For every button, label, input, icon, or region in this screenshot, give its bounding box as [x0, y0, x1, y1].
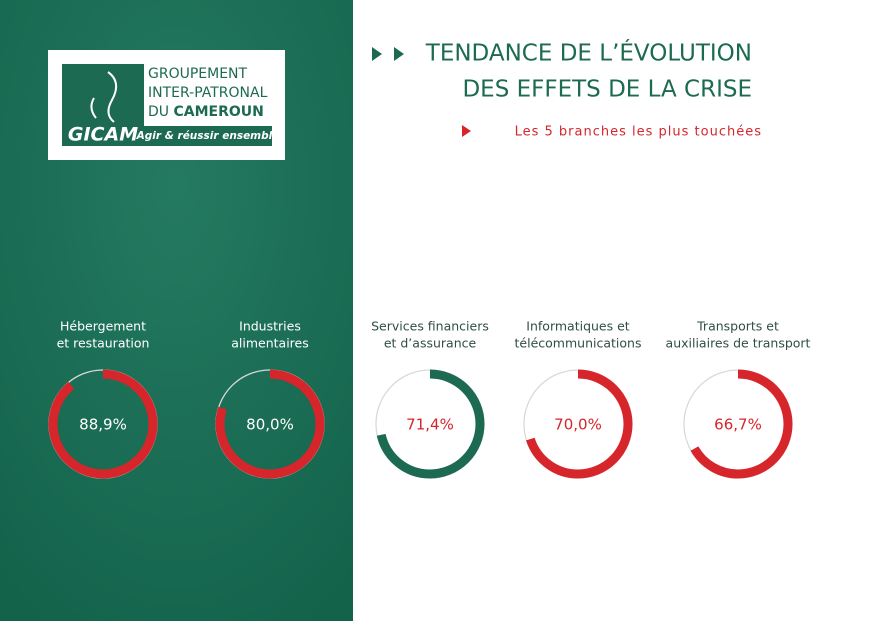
logo-slogan: Agir & réussir ensemble	[136, 130, 280, 142]
value-label: 70,0%	[554, 416, 602, 434]
logo-line: GROUPEMENT	[148, 66, 248, 82]
logo-bold: CAMEROUN	[173, 104, 263, 120]
value-label: 80,0%	[246, 416, 294, 434]
logo-mark	[62, 64, 144, 146]
title: TENDANCE DE L’ÉVOLUTION	[425, 39, 752, 67]
title-arrows	[372, 47, 404, 61]
chart-title: Transports et	[696, 319, 779, 334]
charts: Hébergement et restauration 88,9% Industrie…	[48, 319, 811, 479]
value-label: 88,9%	[79, 416, 127, 434]
chart-title: télécommunications	[515, 336, 642, 351]
chart-title: Hébergement	[60, 319, 146, 334]
value-label: 71,4%	[406, 416, 454, 434]
slogan-band	[144, 126, 272, 146]
logo-line: INTER-PATRONAL	[148, 85, 268, 101]
chart-title: Services financiers	[371, 319, 489, 334]
logo-figure	[90, 71, 118, 123]
ring-value	[523, 369, 633, 479]
ring-value	[48, 369, 158, 479]
chart-title: et d’assurance	[384, 336, 477, 351]
logo-name: GICAM	[68, 124, 138, 146]
logo-line: DU	[148, 104, 169, 120]
ring-value	[683, 369, 793, 479]
ring-value	[215, 369, 325, 479]
chart-title: Industries	[239, 319, 301, 334]
chart-title: Informatiques et	[526, 319, 630, 334]
chart-title: alimentaires	[231, 336, 309, 351]
title: DES EFFETS DE LA CRISE	[462, 77, 752, 103]
ring-value	[375, 369, 485, 479]
subtitle-arrow	[462, 125, 471, 137]
chart-title: auxiliaires de transport	[666, 336, 811, 351]
chart-title: et restauration	[57, 336, 150, 351]
subtitle: Les 5 branches les plus touchées	[515, 125, 762, 140]
value-label: 66,7%	[714, 416, 762, 434]
logo-line: DU CAMEROUN	[148, 104, 264, 120]
